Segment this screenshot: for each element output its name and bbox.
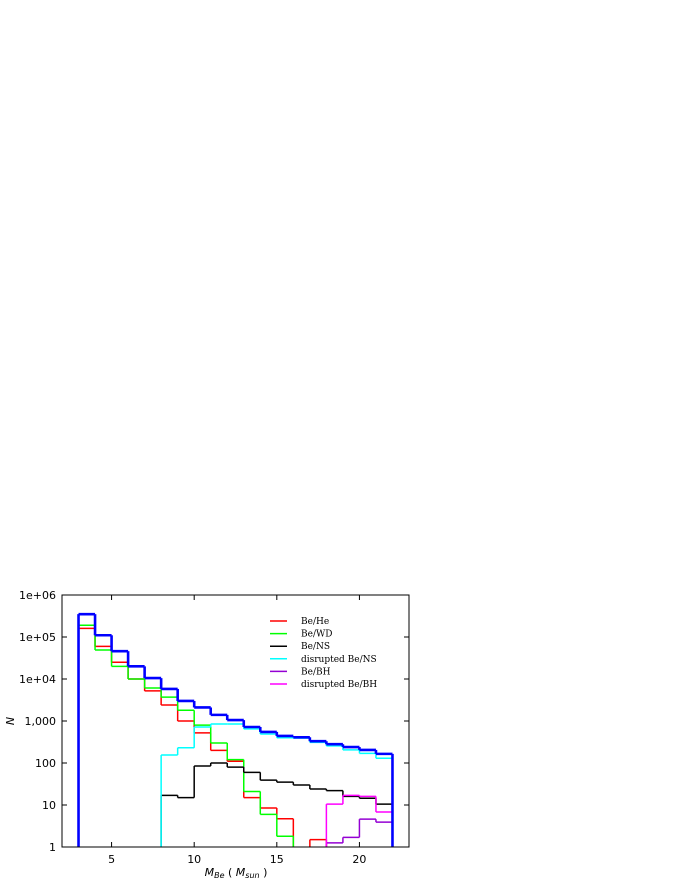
- y-tick-label: 1: [49, 841, 56, 854]
- x-label-open: (: [225, 866, 236, 879]
- x-axis-label: MBe ( Msun ): [205, 866, 268, 880]
- x-tick-label: 10: [187, 853, 201, 866]
- legend-label: Be/BH: [301, 667, 331, 677]
- y-tick-label: 1e+05: [19, 631, 56, 644]
- x-label-unit: M: [236, 866, 246, 879]
- x-label-unit-sub: sun: [245, 871, 259, 880]
- y-tick-label: 1e+06: [19, 589, 56, 602]
- y-tick-label: 1,000: [25, 715, 57, 728]
- y-tick-label: 100: [35, 757, 56, 770]
- legend-label: disrupted Be/NS: [301, 655, 377, 665]
- legend-label: Be/He: [301, 617, 329, 627]
- x-tick-label: 15: [270, 853, 284, 866]
- legend-label: disrupted Be/BH: [301, 680, 377, 690]
- x-tick-label: 5: [108, 853, 115, 866]
- x-tick-label: 20: [352, 853, 366, 866]
- x-label-sub: Be: [214, 871, 224, 880]
- x-label-close: ): [260, 866, 268, 879]
- y-tick-label: 1e+04: [19, 673, 56, 686]
- legend-label: Be/WD: [301, 630, 332, 640]
- y-axis-label: N: [4, 717, 17, 725]
- legend-label: Be/NS: [301, 642, 330, 652]
- x-label-main: M: [205, 866, 215, 879]
- y-tick-label: 10: [42, 799, 56, 812]
